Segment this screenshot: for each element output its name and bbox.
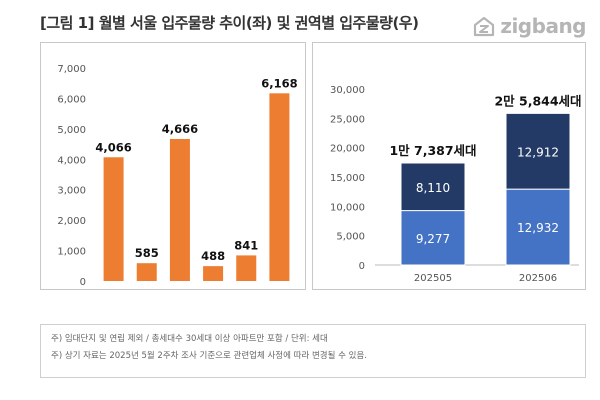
regional-supply-chart: 0 5,000 10,000 15,000 20,000 25,000 30,000 9,27… xyxy=(330,85,582,302)
data-label: 4,066 xyxy=(95,140,131,154)
footnote-line-1: 주) 임대단지 및 연립 제외 / 총세대수 30세대 이상 아파트만 포함 /… xyxy=(51,334,328,344)
monthly-supply-chart: 0 1,000 2,000 3,000 4,000 5,000 6,000 7,000 4,06… xyxy=(57,64,297,302)
stacked-bar-segment xyxy=(400,210,466,266)
y-tick-label: 5,000 xyxy=(57,125,86,136)
y-tick-label: 2,000 xyxy=(57,216,86,227)
y-tick-label: 5,000 xyxy=(336,232,365,243)
stacked-bar-segment xyxy=(505,188,571,266)
segment-label: 12,932 xyxy=(517,221,559,235)
logo-text: zigbang xyxy=(500,14,586,38)
bar xyxy=(169,139,190,281)
y-tick-label: 3,000 xyxy=(57,186,86,197)
segment-label: 9,277 xyxy=(416,232,450,246)
footnote-line-2: 주) 상기 자료는 2025년 5월 2주차 조사 기준으로 관련업체 사정에 … xyxy=(51,351,368,361)
y-tick-label: 6,000 xyxy=(57,94,86,105)
data-label: 6,168 xyxy=(261,76,297,90)
zigbang-logo: zigbang xyxy=(472,14,586,38)
x-tick-label: 202506 xyxy=(519,273,557,284)
data-label: 4,666 xyxy=(162,122,198,136)
y-tick-label: 0 xyxy=(359,261,365,272)
segment-label: 12,912 xyxy=(517,145,559,159)
total-label: 2만 5,844세대 xyxy=(494,93,581,108)
monthly-supply-chart-panel: 0 1,000 2,000 3,000 4,000 5,000 6,000 7,000 4,06… xyxy=(40,42,306,302)
regional-supply-chart-panel: 0 5,000 10,000 15,000 20,000 25,000 30,000 9,27… xyxy=(312,42,586,302)
figure-title: [그림 1] 월별 서울 입주물량 추이(좌) 및 권역별 입주물량(우) xyxy=(40,14,419,32)
bar xyxy=(203,266,224,281)
stacked-bar-segment xyxy=(505,112,571,190)
y-tick-label: 0 xyxy=(80,277,86,288)
data-label: 488 xyxy=(201,249,225,263)
zigbang-house-icon xyxy=(474,16,495,37)
segment-label: 8,110 xyxy=(416,181,450,195)
y-tick-label: 4,000 xyxy=(57,155,86,166)
y-tick-label: 30,000 xyxy=(330,85,365,96)
data-label: 841 xyxy=(234,238,258,252)
total-label: 1만 7,387세대 xyxy=(389,143,476,158)
y-tick-label: 1,000 xyxy=(57,247,86,258)
bar xyxy=(136,263,157,281)
y-tick-label: 20,000 xyxy=(330,144,365,155)
data-label: 585 xyxy=(135,246,159,260)
bar xyxy=(236,255,257,281)
bar xyxy=(103,157,124,281)
bar xyxy=(269,93,290,281)
footnote-box: 주) 임대단지 및 연립 제외 / 총세대수 30세대 이상 아파트만 포함 /… xyxy=(40,324,586,378)
y-tick-label: 25,000 xyxy=(330,114,365,125)
y-tick-label: 15,000 xyxy=(330,173,365,184)
x-tick-label: 202505 xyxy=(414,273,452,284)
y-tick-label: 10,000 xyxy=(330,202,365,213)
stacked-bar-segment xyxy=(400,162,466,212)
y-tick-label: 7,000 xyxy=(57,64,86,75)
